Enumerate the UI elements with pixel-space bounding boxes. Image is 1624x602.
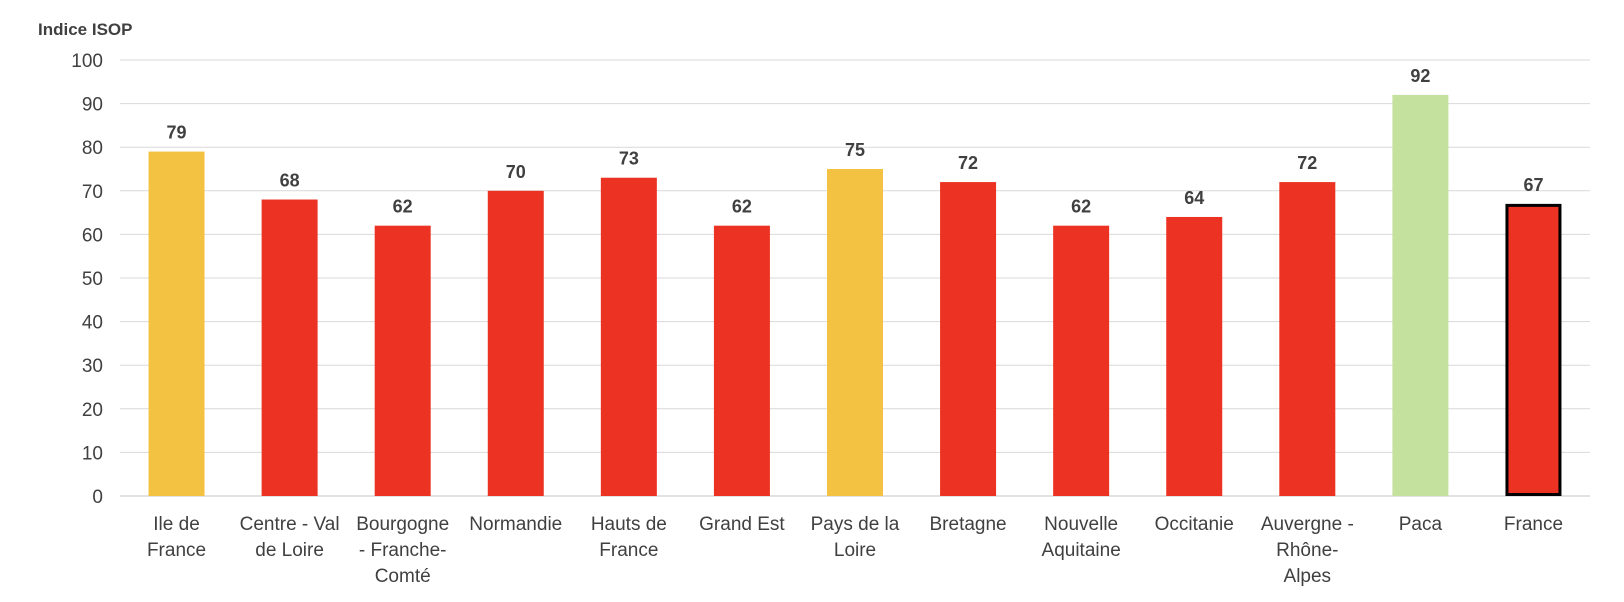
y-tick-label: 50 [82, 269, 103, 290]
x-tick-label-line: Bretagne [930, 514, 1007, 535]
y-tick-label: 90 [82, 95, 103, 116]
bars [148, 94, 1562, 497]
x-tick-label-line: Bourgogne [356, 514, 449, 535]
data-label: 72 [958, 153, 978, 173]
x-tick-label: Hauts de France [591, 514, 667, 561]
x-tick-label: Centre - Val de Loire [240, 514, 340, 561]
data-label: 64 [1184, 188, 1204, 208]
x-tick-label-line: Occitanie [1155, 514, 1234, 535]
x-tick-labels: Ile de France Centre - Val de Loire Bourgogn… [147, 514, 1563, 587]
y-tick-label: 100 [71, 51, 103, 72]
x-tick-label: Bourgogne - Franche- Comté [356, 514, 449, 587]
x-tick-label-line: Centre - Val [240, 514, 340, 535]
y-tick-label: 70 [82, 182, 103, 203]
x-tick-label: Auvergne - Rhône- Alpes [1261, 514, 1354, 587]
x-tick-label-line: Loire [834, 540, 876, 561]
x-tick-label-line: Aquitaine [1042, 540, 1121, 561]
x-tick-label-line: France [599, 540, 658, 561]
data-label: 72 [1297, 153, 1317, 173]
x-tick-label-line: Normandie [469, 514, 562, 535]
data-label: 62 [393, 197, 413, 217]
bar [1505, 203, 1562, 496]
bar [600, 177, 657, 496]
y-axis-label: Indice ISOP [38, 20, 132, 39]
x-tick-label-line: Grand Est [699, 514, 785, 535]
y-tick-label: 30 [82, 356, 103, 377]
x-tick-label-line: - Franche- [359, 540, 447, 561]
bar [1166, 216, 1223, 496]
x-tick-label-line: Paca [1399, 514, 1443, 535]
y-tick-label: 40 [82, 313, 103, 334]
data-label: 62 [1071, 197, 1091, 217]
data-labels: 79 68 62 70 73 62 75 72 62 64 72 92 67 [167, 66, 1544, 217]
x-tick-label-line: Comté [375, 566, 431, 587]
x-tick-label-line: Nouvelle [1044, 514, 1118, 535]
x-tick-label: Bretagne [930, 514, 1007, 535]
data-label: 68 [280, 171, 300, 191]
bar [374, 225, 431, 496]
x-tick-label-line: Rhône- [1276, 540, 1338, 561]
data-label: 75 [845, 140, 865, 160]
x-tick-label-line: France [147, 540, 206, 561]
y-tick-label: 60 [82, 225, 103, 246]
x-tick-label: Paca [1399, 514, 1443, 535]
x-tick-label-line: Pays de la [811, 514, 900, 535]
y-tick-label: 10 [82, 443, 103, 464]
data-label: 67 [1523, 175, 1543, 195]
data-label: 62 [732, 197, 752, 217]
data-label: 73 [619, 149, 639, 169]
data-label: 70 [506, 162, 526, 182]
bar [261, 199, 318, 496]
y-tick-label: 80 [82, 138, 103, 159]
y-tick-label: 0 [92, 487, 103, 508]
y-tick-label: 20 [82, 400, 103, 421]
x-tick-label-line: France [1504, 514, 1563, 535]
x-tick-label: Ile de France [147, 514, 206, 561]
x-tick-label: France [1504, 514, 1563, 535]
x-tick-label: Occitanie [1155, 514, 1234, 535]
bar [827, 169, 883, 496]
bar [1053, 225, 1110, 496]
bar [1392, 94, 1449, 496]
bar [713, 225, 770, 496]
y-tick-labels: 0 10 20 30 40 50 60 70 80 90 100 [71, 51, 103, 508]
data-label: 92 [1410, 66, 1430, 86]
x-tick-label-line: Ile de [153, 514, 199, 535]
x-tick-label-line: de Loire [255, 540, 324, 561]
bar [1279, 182, 1336, 496]
x-tick-label-line: Alpes [1284, 566, 1332, 587]
x-tick-label-line: Auvergne - [1261, 514, 1354, 535]
data-label: 79 [167, 123, 187, 143]
bar [940, 182, 997, 496]
x-tick-label: Grand Est [699, 514, 785, 535]
bar [148, 151, 205, 496]
x-tick-label: Pays de la Loire [811, 514, 900, 561]
x-tick-label: Normandie [469, 514, 562, 535]
x-tick-label-line: Hauts de [591, 514, 667, 535]
x-tick-label: Nouvelle Aquitaine [1042, 514, 1121, 561]
bar [487, 190, 544, 497]
